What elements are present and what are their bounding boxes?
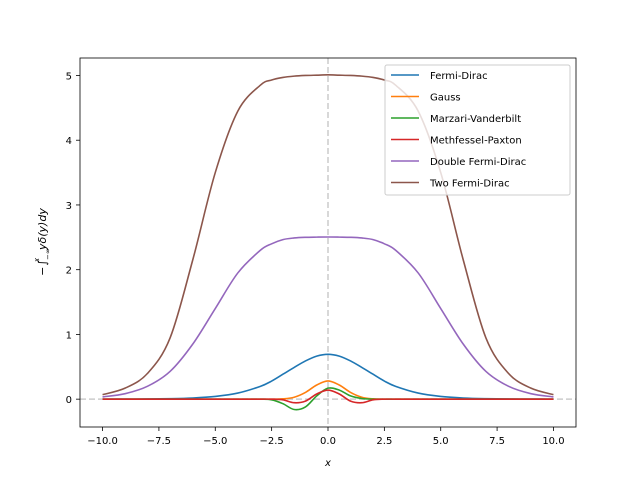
legend-label: Gauss [430, 93, 461, 104]
y-label-integral: ∫ [36, 260, 49, 266]
series-line-methfessel-paxton [102, 389, 554, 404]
legend-label: Two Fermi-Dirac [429, 179, 510, 190]
x-tick-label: −5.0 [203, 436, 227, 447]
y-axis-label: −∫−∞x yδ(y)dy [33, 208, 52, 276]
x-tick-label: 10.0 [542, 436, 564, 447]
series-line-fermi-dirac [102, 353, 554, 400]
series-lines [102, 74, 554, 411]
x-tick-label: 7.5 [489, 436, 505, 447]
legend-label: Double Fermi-Dirac [430, 157, 526, 168]
svg-text:−∫−∞xyδ(y)dy: −∫−∞x yδ(y)dy [33, 208, 52, 276]
series-line-double-fermi-dirac [102, 236, 554, 398]
y-tick-label: 4 [66, 136, 72, 147]
legend: Fermi-Dirac Gauss Marzari-Vanderbilt Methfe… [384, 64, 571, 196]
x-axis-ticks: −10.0 −7.5 −5.0 −2.5 0.0 2.5 5.0 7.5 10.0 [87, 427, 565, 447]
y-label-minus: − [36, 267, 49, 276]
y-tick-label: 5 [66, 71, 72, 82]
x-axis-label: x [324, 458, 331, 469]
y-label-upper-limit: x [33, 257, 41, 263]
legend-label: Fermi-Dirac [430, 71, 488, 82]
x-tick-label: 0.0 [320, 436, 336, 447]
y-tick-label: 2 [66, 266, 72, 277]
y-label-integrand: yδ(y)dy [36, 208, 49, 251]
x-tick-label: −2.5 [259, 436, 283, 447]
x-tick-label: −7.5 [147, 436, 171, 447]
legend-label: Methfessel-Paxton [430, 136, 522, 147]
y-tick-label: 0 [66, 395, 72, 406]
x-tick-label: 5.0 [433, 436, 449, 447]
x-tick-label: −10.0 [87, 436, 118, 447]
legend-box [384, 64, 571, 196]
x-tick-label: 2.5 [376, 436, 392, 447]
y-tick-label: 3 [66, 201, 72, 212]
y-axis-ticks: 0 1 2 3 4 5 [66, 71, 80, 406]
y-label-lower-limit: −∞ [44, 248, 52, 260]
series-line-two-fermi-dirac [102, 74, 554, 396]
y-tick-label: 1 [66, 330, 72, 341]
legend-label: Marzari-Vanderbilt [430, 114, 521, 125]
